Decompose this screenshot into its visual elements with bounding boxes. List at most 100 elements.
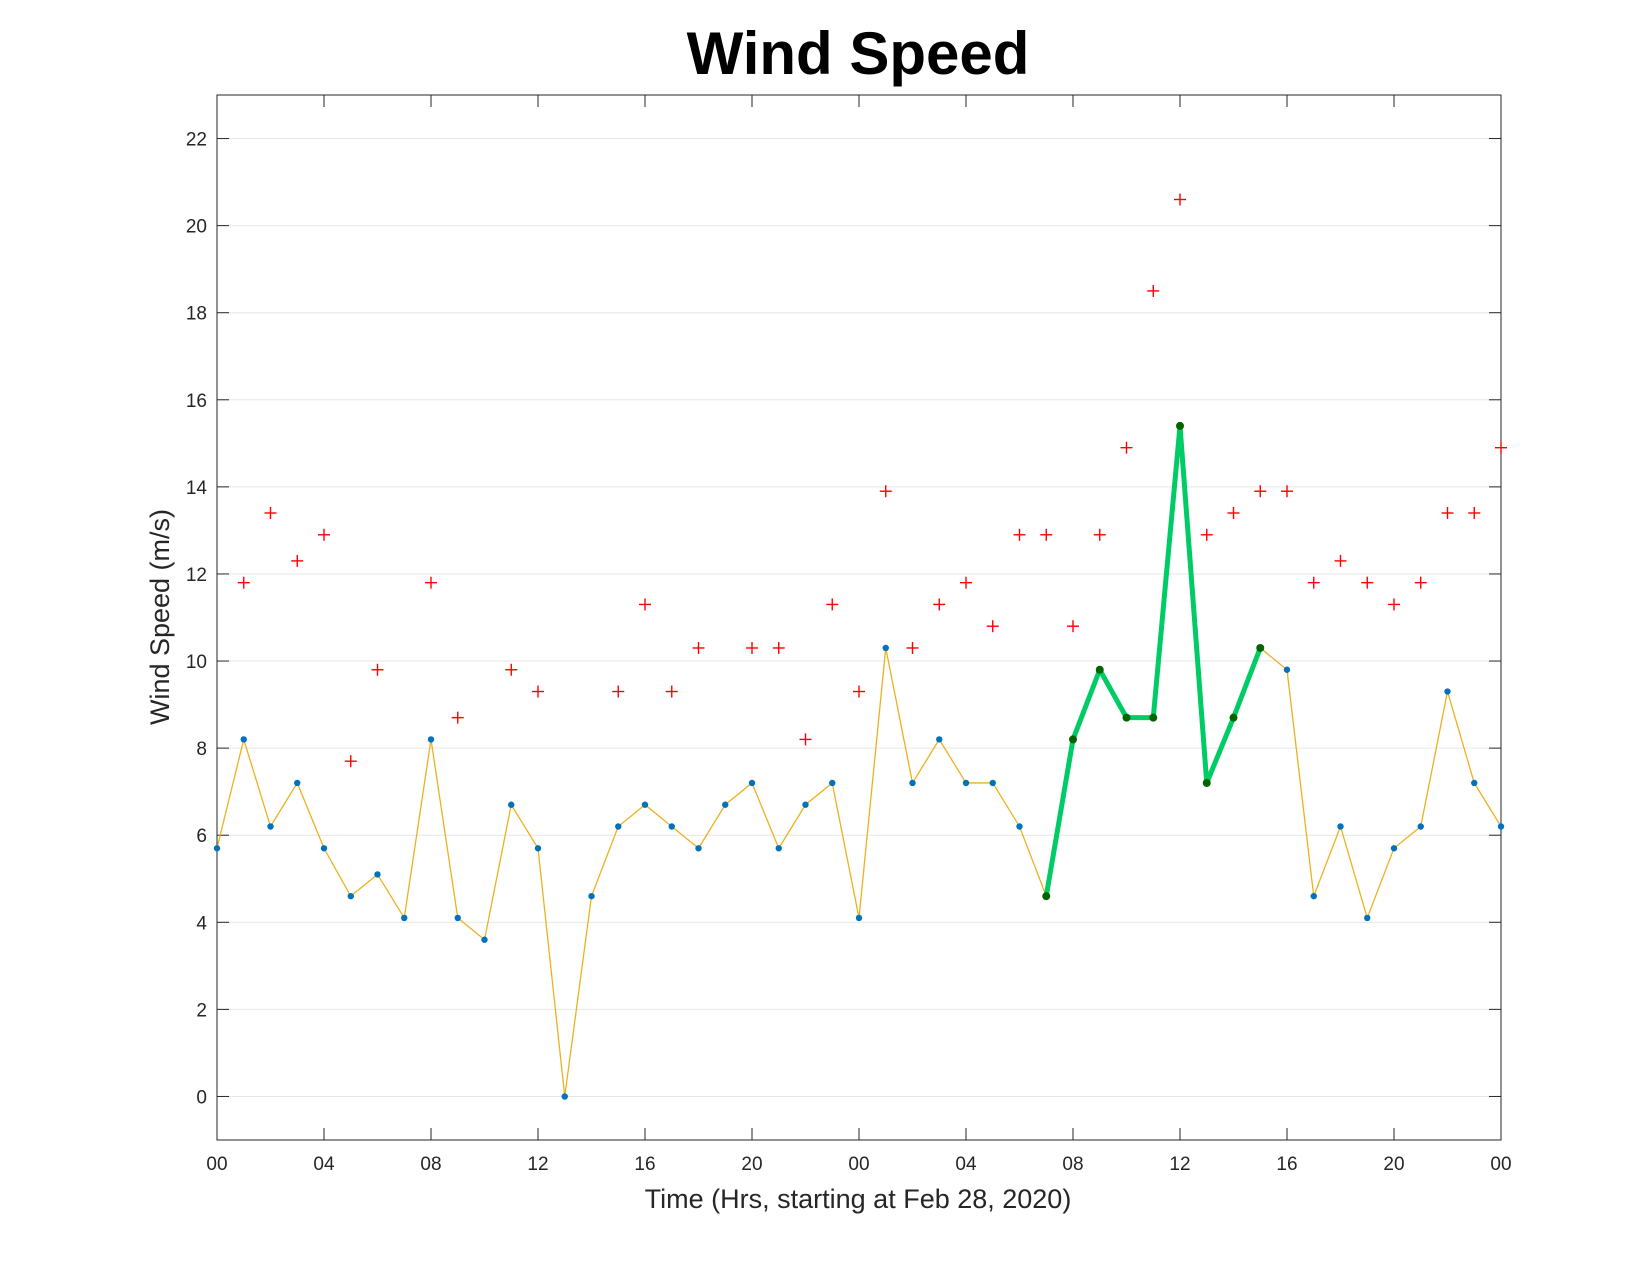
x-tick-label: 12 [1169, 1154, 1190, 1175]
gust-marker [1281, 485, 1293, 498]
gust-marker [986, 620, 999, 633]
gust-marker [1307, 576, 1320, 589]
y-tick-label: 18 [186, 304, 207, 325]
gust-marker [505, 663, 518, 676]
chart-title: Wind Speed [687, 20, 1030, 87]
wind-speed-point [909, 779, 916, 787]
wind-speed-point [561, 1093, 568, 1100]
wind-speed-point [775, 845, 782, 852]
y-tick-label: 4 [196, 913, 207, 934]
x-tick-label: 04 [955, 1154, 977, 1175]
y-tick-label: 2 [196, 1000, 207, 1021]
highlighted-point [1229, 713, 1238, 722]
wind-speed-point [668, 823, 675, 830]
x-tick-label: 08 [1062, 1154, 1083, 1175]
wind-speed-point [989, 779, 996, 787]
gust-marker [1468, 507, 1481, 519]
gust-marker [1495, 441, 1507, 454]
wind-speed-point [615, 823, 622, 830]
gust-marker [1361, 576, 1374, 589]
wind-speed-point [962, 779, 970, 787]
y-tick-label: 16 [186, 391, 207, 412]
wind-speed-point [427, 736, 435, 743]
gust-marker [1227, 507, 1240, 519]
y-tick-label: 12 [186, 565, 207, 586]
wind-speed-point [508, 801, 515, 808]
x-tick-label: 00 [206, 1154, 227, 1175]
gust-marker [879, 485, 892, 498]
gust-marker [1013, 528, 1026, 541]
gust-marker [853, 685, 865, 698]
x-tick-label: 16 [634, 1154, 655, 1175]
highlighted-point [1176, 421, 1184, 430]
gust-marker [906, 641, 919, 654]
wind-speed-point [588, 892, 595, 900]
gust-marker [532, 685, 544, 698]
gust-marker [344, 755, 357, 768]
highlighted-point [1042, 892, 1051, 901]
gust-marker [692, 641, 705, 654]
x-tick-label: 00 [848, 1154, 869, 1175]
gust-marker [1093, 528, 1106, 541]
gust-marker [1067, 620, 1079, 633]
highlighted-point [1095, 665, 1104, 674]
gust-marker [1388, 598, 1400, 611]
wind-speed-point [320, 845, 328, 852]
x-axis-label: Time (Hrs, starting at Feb 28, 2020) [645, 1184, 1072, 1214]
wind-speed-point [802, 801, 809, 808]
gust-marker [291, 554, 304, 567]
wind-speed-point [1471, 779, 1478, 787]
gust-marker [1040, 528, 1053, 541]
wind-speed-point [722, 801, 729, 808]
gust-marker [1414, 576, 1427, 589]
x-tick-label: 16 [1276, 1154, 1297, 1175]
y-axis-label: Wind Speed (m/s) [145, 509, 175, 725]
y-tick-label: 8 [196, 739, 207, 760]
highlighted-point [1256, 643, 1265, 652]
gust-marker [425, 576, 437, 589]
gust-marker [639, 598, 651, 611]
gust-marker [371, 663, 384, 676]
y-tick-label: 0 [196, 1087, 207, 1108]
gust-marker [451, 711, 464, 724]
wind-speed-point [695, 845, 702, 852]
gust-marker [318, 528, 330, 541]
wind-speed-point [936, 736, 943, 743]
wind-speed-point [213, 845, 221, 852]
wind-speed-point [1337, 823, 1344, 830]
wind-speed-point [1364, 914, 1371, 922]
x-tick-label: 20 [1383, 1154, 1404, 1175]
gust-marker [960, 576, 972, 589]
wind-speed-point [294, 779, 301, 787]
gust-marker [826, 598, 839, 611]
y-tick-label: 22 [186, 130, 207, 151]
highlighted-point [1149, 713, 1158, 722]
gust-marker [1200, 528, 1213, 541]
wind-speed-point [1444, 688, 1451, 695]
y-tick-label: 20 [186, 217, 207, 238]
y-tick-label: 6 [196, 826, 207, 847]
gust-marker [1147, 284, 1160, 297]
highlighted-point [1202, 778, 1211, 787]
wind-speed-point [267, 823, 274, 830]
wind-speed-point [1016, 823, 1023, 830]
wind-speed-point [347, 892, 354, 900]
wind-speed-point [1283, 666, 1291, 673]
y-tick-label: 14 [186, 478, 208, 499]
wind-speed-point [374, 871, 381, 878]
wind-speed-point [882, 644, 889, 652]
highlighted-point [1122, 713, 1131, 722]
wind-speed-point [454, 914, 461, 922]
gust-marker [1174, 193, 1186, 206]
x-tick-label: 00 [1490, 1154, 1511, 1175]
wind-speed-point [1417, 823, 1424, 830]
gust-marker [746, 641, 758, 654]
gust-marker [612, 685, 625, 698]
gust-marker [1441, 507, 1454, 519]
wind-speed-point [240, 736, 247, 743]
series-layer [213, 193, 1507, 1100]
gust-marker [665, 685, 678, 698]
highlighted-point [1069, 735, 1077, 744]
gust-marker [933, 598, 946, 611]
